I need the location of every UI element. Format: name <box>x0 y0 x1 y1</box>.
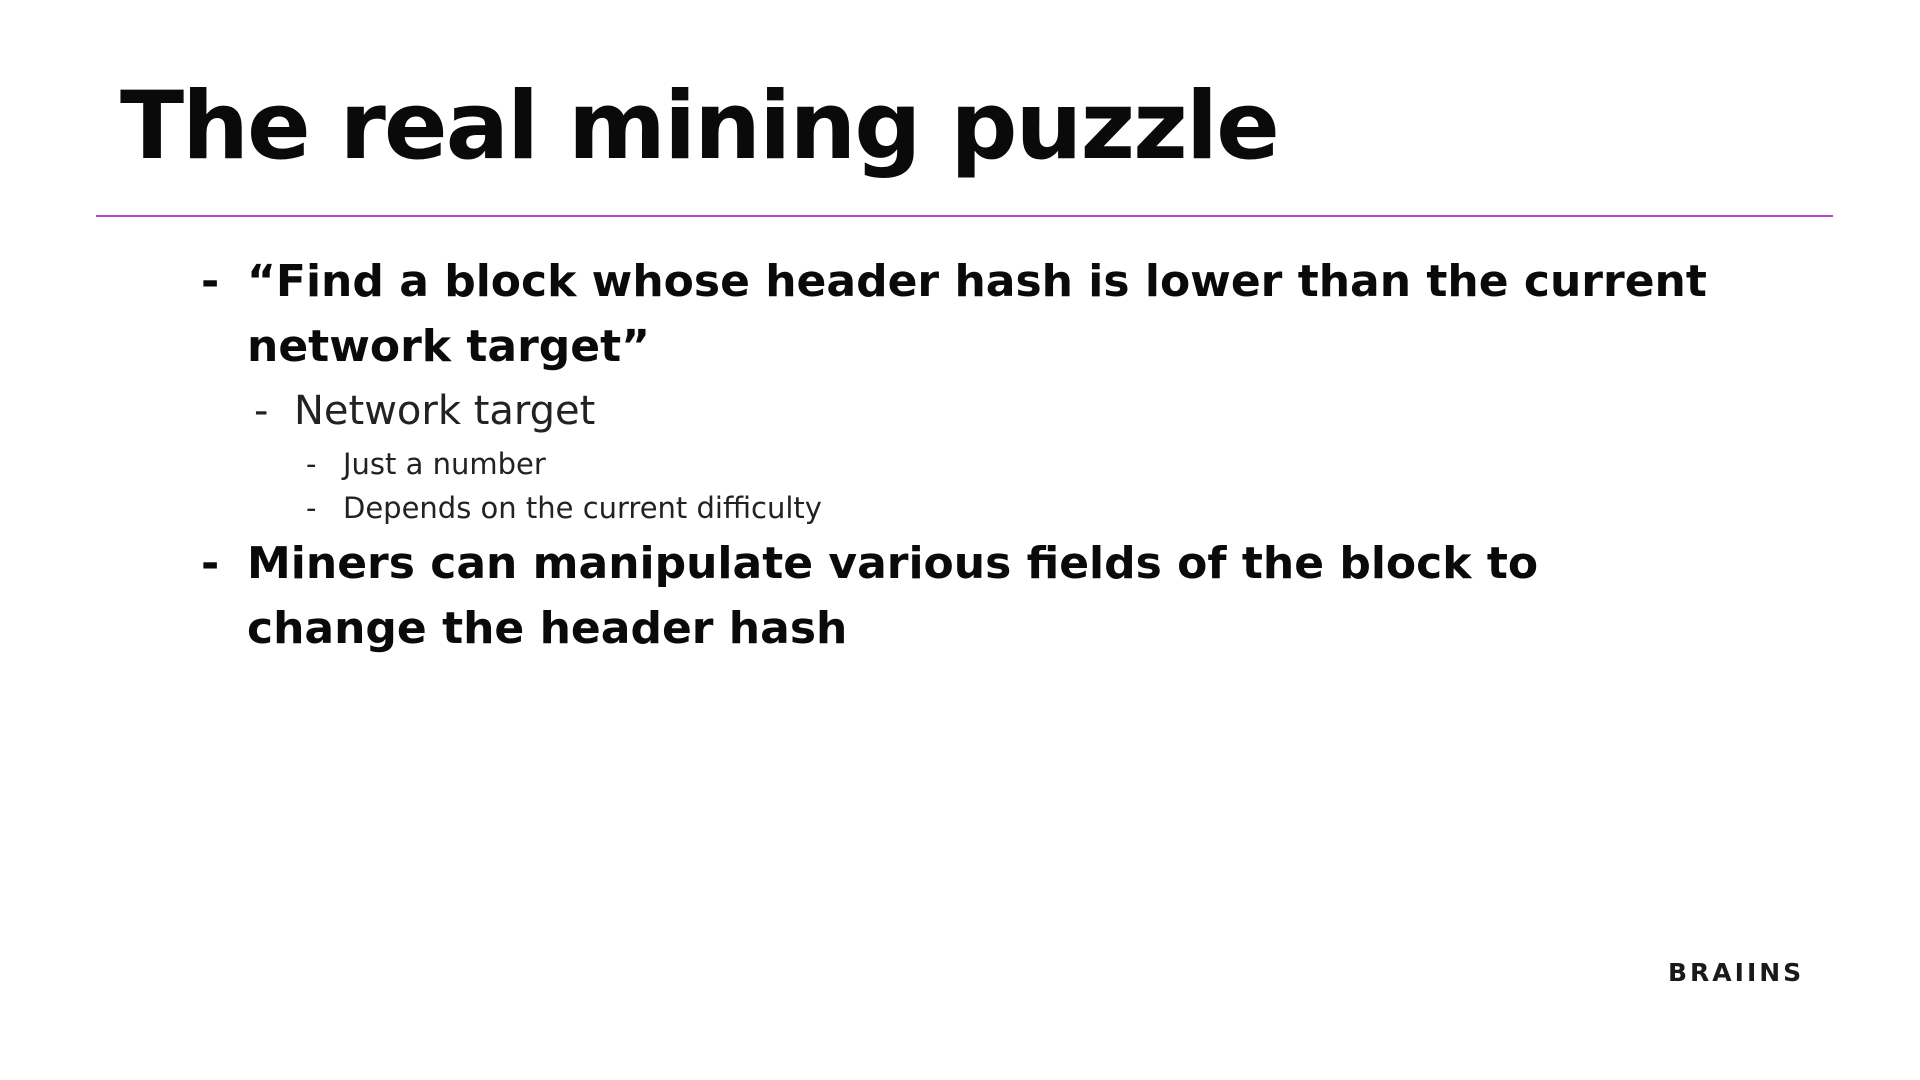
bullet-text: “Find a block whose header hash is lower… <box>247 256 1707 372</box>
title-divider <box>96 215 1833 217</box>
bullet-text: Miners can manipulate various fields of … <box>247 538 1539 654</box>
bullet-level1-1: - “Find a block whose header hash is low… <box>201 249 1707 379</box>
bullet-level3-1: - Just a number <box>306 444 546 484</box>
bullet-marker: - <box>254 388 269 434</box>
bullet-marker: - <box>306 491 317 525</box>
bullet-marker: - <box>201 256 220 307</box>
bullet-text: Depends on the current difficulty <box>343 491 822 525</box>
bullet-level1-2: - Miners can manipulate various fields o… <box>201 531 1707 661</box>
bullet-text: Network target <box>294 388 596 434</box>
bullet-level3-2: - Depends on the current difficulty <box>306 488 822 528</box>
braiins-logo: BRAIINS <box>1668 958 1805 987</box>
bullet-text: Just a number <box>343 447 546 481</box>
slide-title: The real mining puzzle <box>120 72 1280 181</box>
bullet-level2-1: - Network target <box>254 384 595 438</box>
bullet-marker: - <box>201 538 220 589</box>
bullet-marker: - <box>306 447 317 481</box>
